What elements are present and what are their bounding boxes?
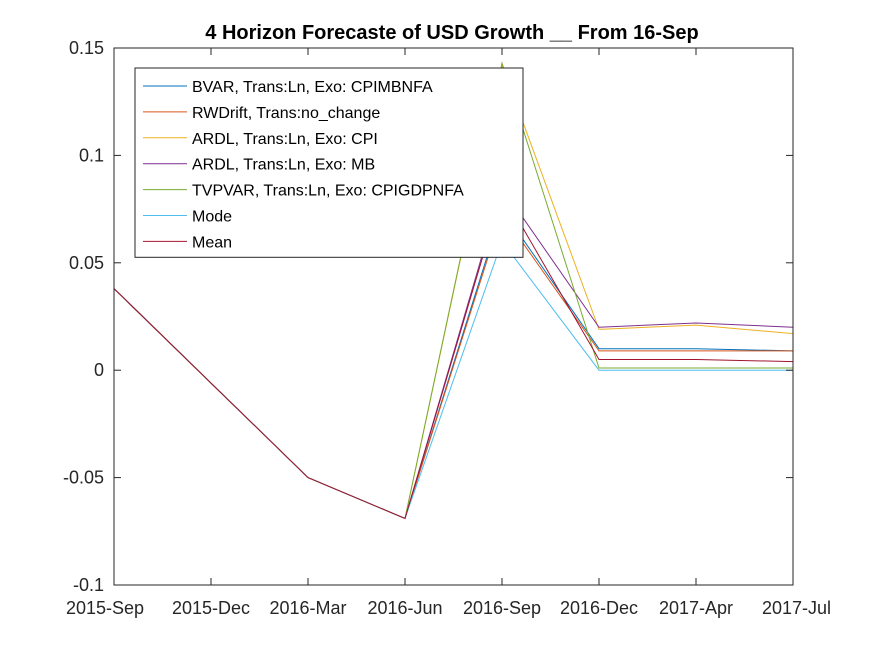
axes-layer: 2015-Sep 2015-Dec 2016-Mar 2016-Jun 2016-Sep… xyxy=(63,38,831,618)
series-line-mean xyxy=(113,190,794,520)
y-tick-label: 0.1 xyxy=(79,145,104,165)
legend-box xyxy=(134,67,524,258)
x-tick-label: 2015-Dec xyxy=(172,598,250,618)
y-tick-label: 0.05 xyxy=(69,253,104,273)
y-tick-label: -0.05 xyxy=(63,468,104,488)
legend-label: Mean xyxy=(192,234,232,251)
legend-label: BVAR, Trans:Ln, Exo: CPIMBNFA xyxy=(192,79,433,96)
legend-label: ARDL, Trans:Ln, Exo: CPI xyxy=(192,131,378,148)
y-tick-label: -0.1 xyxy=(73,575,104,595)
x-tick-label: 2016-Mar xyxy=(269,598,346,618)
series-layer xyxy=(113,61,794,520)
legend: BVAR, Trans:Ln, Exo: CPIMBNFA RWDrift, Tr… xyxy=(134,67,524,258)
x-tick-label: 2015-Sep xyxy=(66,598,144,618)
legend-label: Mode xyxy=(192,209,232,226)
x-tick-label: 2016-Sep xyxy=(463,598,541,618)
x-tick-label: 2017-Apr xyxy=(659,598,733,618)
x-tick-label: 2016-Dec xyxy=(560,598,638,618)
x-tick-label: 2016-Jun xyxy=(367,598,442,618)
axes-box xyxy=(113,47,794,586)
y-tick-label: 0 xyxy=(94,360,104,380)
legend-label: ARDL, Trans:Ln, Exo: MB xyxy=(192,157,375,174)
legend-label: RWDrift, Trans:no_change xyxy=(192,105,380,122)
x-tick-label: 2017-Jul xyxy=(762,598,831,618)
legend-label: TVPVAR, Trans:Ln, Exo: CPIGDPNFA xyxy=(192,183,464,200)
chart-title: 4 Horizon Forecaste of USD Growth __ Fro… xyxy=(205,22,698,44)
y-tick-label: 0.15 xyxy=(69,38,104,58)
